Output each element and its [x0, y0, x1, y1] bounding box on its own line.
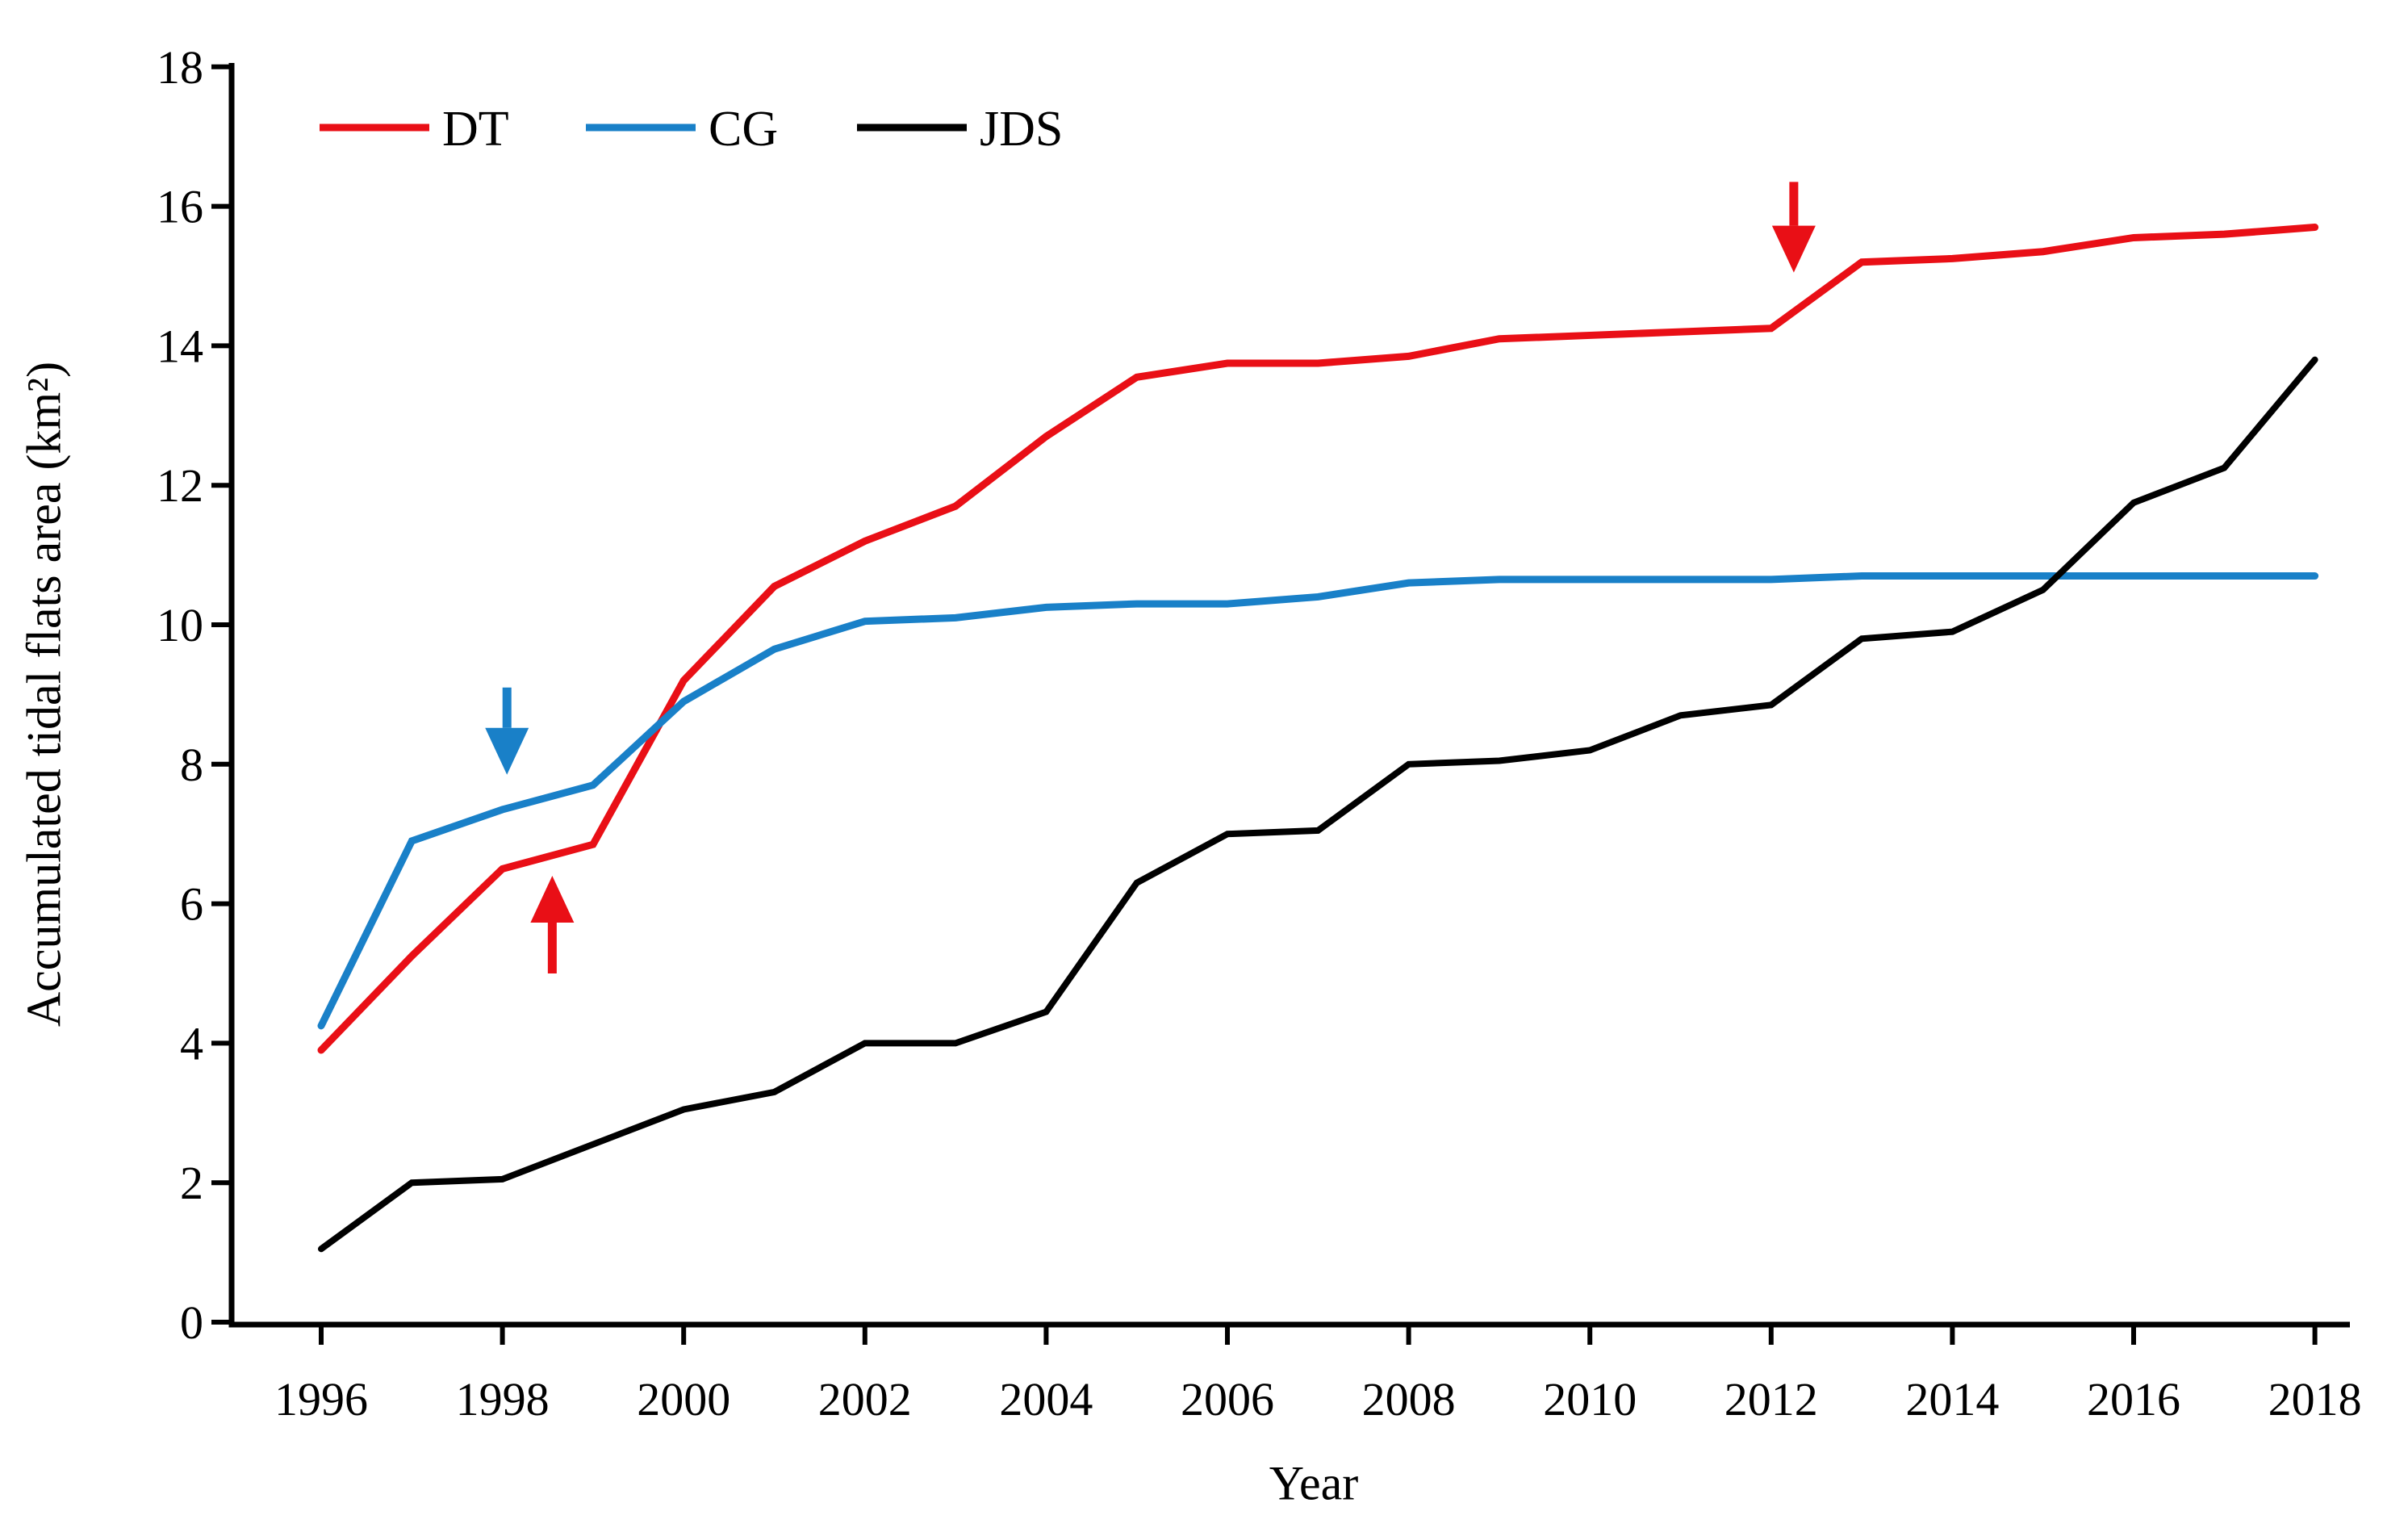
x-axis-title: Year	[1269, 1456, 1359, 1510]
series-line-cg	[317, 572, 2319, 1030]
annotation-arrow-1-down	[485, 687, 529, 775]
annotation-arrow-2-up	[530, 876, 575, 973]
x-tick-label: 2000	[637, 1373, 730, 1425]
legend-label-cg: CG	[709, 102, 778, 157]
y-tick-label: 8	[180, 739, 203, 791]
y-tick-label: 18	[157, 41, 203, 94]
series-line-dt	[317, 224, 2319, 1054]
x-tick-label: 2006	[1181, 1373, 1274, 1425]
x-tick-label: 2016	[2087, 1373, 2180, 1425]
legend-label-dt: DT	[442, 102, 509, 157]
series-line-jds	[318, 356, 2318, 1253]
x-tick-label: 2018	[2268, 1373, 2362, 1425]
arrow-head-icon	[485, 727, 529, 775]
x-tick-label: 2012	[1724, 1373, 1818, 1425]
x-tick-label: 1996	[274, 1373, 368, 1425]
y-tick-label: 4	[180, 1017, 203, 1070]
annotation-arrow-3-down	[1771, 182, 1816, 273]
arrow-head-icon	[530, 876, 575, 923]
y-tick-label: 2	[180, 1157, 203, 1209]
x-tick-label: 2010	[1543, 1373, 1637, 1425]
x-tick-label: 1998	[456, 1373, 550, 1425]
tick-labels: 0 2 4 6 8 10 12 14 16 18 1996 1998 2000 2002 2004 2006 2…	[157, 41, 2362, 1425]
y-tick-label: 6	[180, 878, 203, 931]
legend: DT CG JDS	[320, 102, 1063, 157]
y-tick-label: 16	[157, 181, 203, 233]
y-axis-title: Accumulated tidal flats area (km²)	[17, 361, 71, 1028]
x-tick-label: 2004	[999, 1373, 1093, 1425]
y-tick-label: 12	[157, 459, 203, 512]
x-tick-label: 2002	[818, 1373, 912, 1425]
x-tick-label: 2008	[1362, 1373, 1456, 1425]
y-tick-label: 0	[180, 1296, 203, 1349]
y-tick-label: 14	[157, 320, 203, 372]
arrow-head-icon	[1771, 225, 1816, 273]
axes	[228, 63, 2350, 1328]
y-tick-label: 10	[157, 599, 203, 651]
legend-label-jds: JDS	[980, 102, 1063, 157]
ticks	[211, 64, 2318, 1345]
x-tick-label: 2014	[1905, 1373, 1999, 1425]
